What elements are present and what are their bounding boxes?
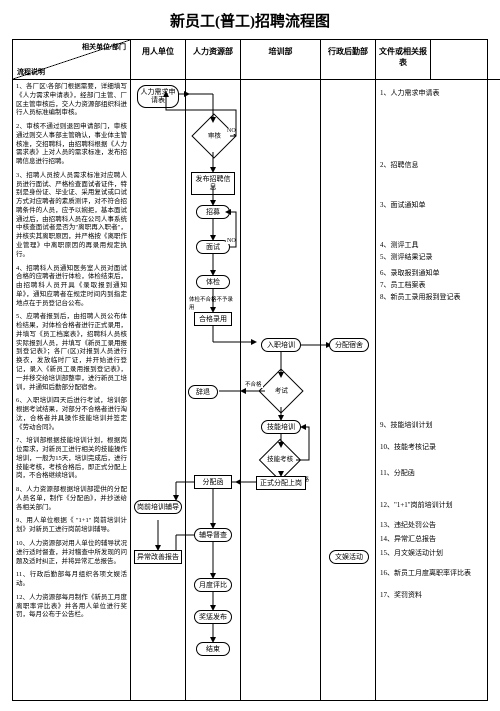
- file-item: 5、测评结果记录: [380, 252, 499, 262]
- col-user-dept: 人力需求申请表 岗前培训辅导 异常改善报告: [131, 80, 186, 700]
- node-hire: 合格录用: [194, 312, 232, 326]
- main-grid: 相关单位/部门 流程说明 用人单位 人力资源部 培训部 行政后勤部 文件或相关报…: [12, 39, 488, 701]
- node-dorm: 分配宿舍: [329, 338, 369, 352]
- col-files: 1、人力需求申请表 2、招聘信息 3、面试通知单 4、测评工具 5、测评结果记录 6、录取…: [376, 80, 500, 700]
- node-onboard-training: 入职培训: [261, 338, 301, 352]
- desc-paragraph: 4、招聘科人员通知医务室人员对面试合格的应聘者进行体检，体检结束后，由招聘科人员…: [16, 265, 127, 309]
- node-supervise: 辅导督查: [194, 528, 232, 542]
- node-skill-exam: 技能考核: [259, 439, 301, 481]
- file-item: 1、人力需求申请表: [380, 88, 499, 98]
- desc-paragraph: 9、用人单位根据《 "1+1" 岗前培训计划》对新员工进行岗前培训辅导。: [16, 517, 127, 535]
- label-no1: NO: [226, 128, 237, 134]
- node-request: 人力需求申请表: [137, 85, 179, 108]
- file-item: 12、"1+1"岗前培训计划: [380, 500, 499, 510]
- desc-paragraph: 7、培训部根据技能培训计划，根据岗位需求，对新员工进行相关的技能操作培训，一般为…: [16, 437, 127, 481]
- desc-paragraph: 2、审核不通过则退回申请部门，审核通过则交人事部主管确认，事业体主管核准，交招聘…: [16, 123, 127, 167]
- node-recruit: 招募: [196, 205, 230, 219]
- desc-paragraph: 11、行政后勤部每月组织各项文娱活动。: [16, 571, 127, 589]
- file-item: 14、异常汇总报告: [380, 534, 499, 544]
- node-assign: 正式分配上岗: [256, 476, 306, 490]
- desc-paragraph: 12、人力资源部每月制作《新员工月度离职率评比表》并各用人单位进行奖罚，每月公布…: [16, 594, 127, 620]
- node-activity: 文娱活动: [329, 550, 369, 564]
- header-col-6: [431, 40, 500, 80]
- file-item: 15、月文娱活动计划: [380, 548, 499, 558]
- file-item: 13、违纪处罚公告: [380, 520, 499, 530]
- file-item: 2、招聘信息: [380, 160, 499, 170]
- file-item: 9、技能培训计划: [380, 420, 499, 430]
- desc-paragraph: 3、招聘人员按人员需求标准对应聘人员进行面试、严格检查面试者证件，特别是身份证、…: [16, 172, 127, 260]
- header-col-1: 用人单位: [131, 40, 186, 80]
- node-physical: 体检: [196, 275, 230, 289]
- label-fail: 不合格: [244, 380, 263, 388]
- desc-paragraph: 10、人力资源部对用人单位的辅导状况进行适时督查，并对稽查中所发现的问题及适时纠…: [16, 540, 127, 566]
- col-hr: 审核 NO 发布招聘信息 招募 面试 NO 体检 体检不合格不予录用 合格录用 …: [186, 80, 241, 700]
- header-col-3: 培训部: [241, 40, 321, 80]
- node-dispatch: 分配函: [194, 475, 232, 489]
- node-review: 审核: [191, 113, 236, 158]
- node-abnormal-report: 异常改善报告: [134, 550, 182, 564]
- desc-paragraph: 5、应聘者报到后，由招聘人员公布体检结果，对体检合格者进行正式录用，并填写《员工…: [16, 313, 127, 392]
- node-publish: 发布招聘信息: [191, 172, 235, 195]
- header-col-2: 人力资源部: [186, 40, 241, 80]
- node-pretraining: 岗前培训辅导: [134, 500, 182, 514]
- file-item: 3、面试通知单: [380, 200, 499, 210]
- file-item: 4、测评工具: [380, 240, 499, 250]
- header-col-5: 文件或相关报表: [376, 40, 431, 80]
- node-interview: 面试: [196, 240, 230, 254]
- file-item: 6、录取报到通知单: [380, 268, 499, 278]
- header-col-4: 行政后勤部: [321, 40, 376, 80]
- label-physical-fail: 体检不合格不予录用: [188, 295, 238, 311]
- desc-paragraph: 8、人力资源部根据培训部提供的分配人员名单，制作《分配函》，并抄送给各相关部门。: [16, 486, 127, 512]
- node-skill-training: 技能培训: [261, 420, 301, 434]
- description-column: 1、各厂区\各部门根据需要，详细填写《人力需求申请表》，经部门主管、厂区主管审核…: [13, 80, 131, 700]
- node-monthly: 月度评比: [194, 578, 232, 592]
- node-dismiss: 辞退: [188, 385, 218, 399]
- file-item: 17、奖罚资料: [380, 590, 499, 600]
- node-reward: 奖惩发布: [194, 610, 232, 624]
- col-admin: 分配宿舍 文娱活动: [321, 80, 376, 700]
- col-training: 入职培训 考试 不合格 技能培训 技能考核 合格 正式分配上岗: [241, 80, 321, 700]
- desc-paragraph: 1、各厂区\各部门根据需要，详细填写《人力需求申请表》，经部门主管、厂区主管审核…: [16, 83, 127, 118]
- desc-paragraph: 6、入职培训四天后进行考试，培训部根据考试结果，对部分不合格者进行淘汰，合格者并…: [16, 397, 127, 432]
- file-item: 11、分配函: [380, 468, 499, 478]
- file-item: 16、新员工月度离职率评比表: [380, 568, 499, 578]
- header-corner: 相关单位/部门 流程说明: [13, 40, 131, 80]
- node-end: 结束: [196, 642, 230, 656]
- page-title: 新员工(普工)招聘流程图: [12, 10, 488, 31]
- label-no2: NO: [226, 238, 237, 244]
- node-exam: 考试: [258, 368, 303, 413]
- file-item: 7、员工档案表: [380, 280, 499, 290]
- file-item: 10、技能考核记录: [380, 442, 499, 452]
- file-item: 8、新员工录用报到登记表: [380, 292, 499, 302]
